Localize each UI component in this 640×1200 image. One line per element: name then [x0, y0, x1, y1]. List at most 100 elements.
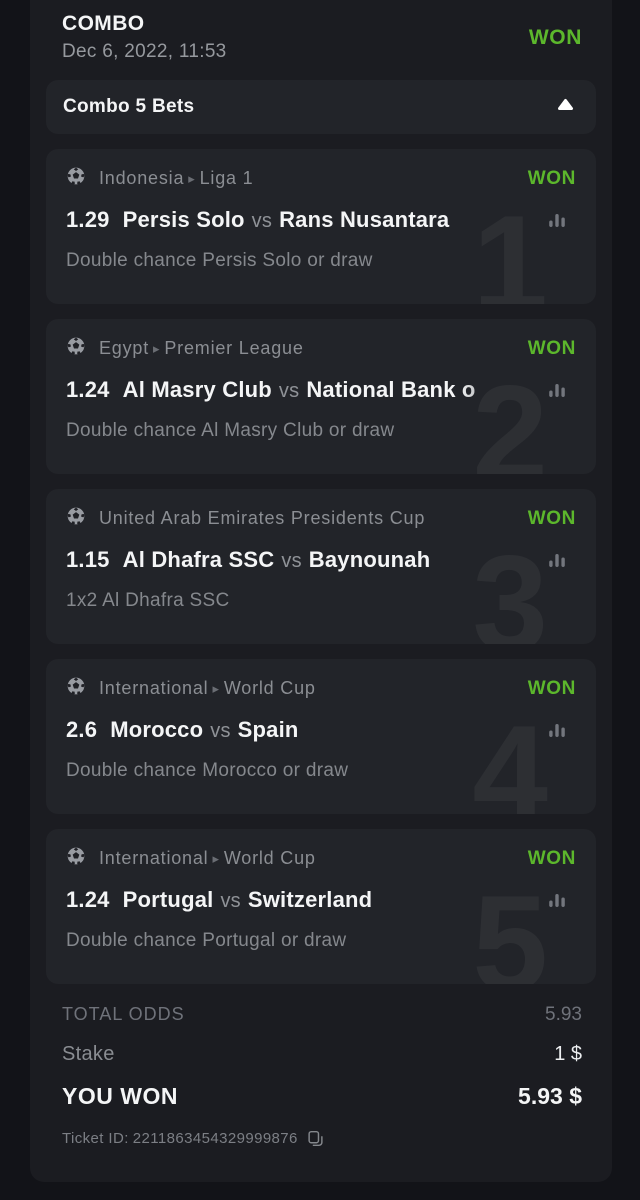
vs-label: vs [251, 210, 273, 232]
vs-label: vs [278, 380, 300, 402]
away-team: Rans Nusantara [279, 207, 450, 232]
league-row: Indonesia ▸ Liga 1 WON [66, 166, 576, 191]
bet-status-badge: WON [527, 677, 576, 699]
match-title: 1.29 Persis Solo vs Rans Nusantara [66, 207, 534, 233]
league-row: International ▸ World Cup WON [66, 846, 576, 871]
match-row: 1.29 Persis Solo vs Rans Nusantara [66, 207, 576, 233]
ticket-status-badge: WON [528, 25, 582, 49]
ticket-type-label: COMBO [62, 12, 145, 35]
league-breadcrumb: United Arab Emirates Presidents Cup [99, 508, 520, 529]
league-label: World Cup [223, 848, 316, 868]
soccer-ball-icon [66, 676, 86, 701]
away-team: Baynounah [308, 547, 431, 572]
ticket-id-value: 2211863454329999876 [132, 1130, 298, 1147]
total-odds-label: TOTAL ODDS [62, 1004, 185, 1024]
away-team: Switzerland [247, 887, 373, 912]
soccer-ball-icon [66, 166, 86, 191]
ticket-header: COMBO Dec 6, 2022, 11:53 WON [30, 0, 612, 63]
match-stats-icon[interactable] [546, 889, 568, 911]
ticket-id-row: Ticket ID: 2211863454329999876 [62, 1130, 582, 1147]
breadcrumb-separator-icon: ▸ [153, 341, 161, 356]
country-label: Egypt [99, 338, 150, 358]
league-row: Egypt ▸ Premier League WON [66, 336, 576, 361]
breadcrumb-separator-icon: ▸ [212, 681, 220, 696]
match-row: 2.6 Morocco vs Spain [66, 717, 576, 743]
bet-status-badge: WON [527, 847, 576, 869]
bet-card[interactable]: 5 International ▸ World Cup WON 1.24 Portug… [46, 829, 596, 984]
bet-status-badge: WON [527, 337, 576, 359]
ticket-date: Dec 6, 2022, 11:53 [62, 41, 227, 62]
breadcrumb-separator-icon: ▸ [212, 851, 220, 866]
league-breadcrumb: Egypt ▸ Premier League [99, 338, 520, 359]
bet-card[interactable]: 3 United Arab Emirates Presidents Cup WO… [46, 489, 596, 644]
match-title: 1.24 Al Masry Club vs National Bank o [66, 377, 534, 403]
home-team: Al Masry Club [122, 377, 272, 402]
ticket-header-left: COMBO Dec 6, 2022, 11:53 [62, 12, 227, 63]
ticket-id-label: Ticket ID: [62, 1130, 129, 1147]
match-stats-icon[interactable] [546, 719, 568, 741]
bet-card[interactable]: 1 Indonesia ▸ Liga 1 WON 1.29 Persis Solo vs… [46, 149, 596, 304]
bet-status-badge: WON [527, 507, 576, 529]
ticket-summary: TOTAL ODDS 5.93 Stake 1 $ YOU WON 5.93 $… [30, 984, 612, 1147]
bet-odds: 1.29 [66, 207, 110, 232]
match-title: 1.15 Al Dhafra SSC vs Baynounah [66, 547, 534, 573]
country-label: International [99, 848, 209, 868]
market-description: Double chance Persis Solo or draw [66, 250, 373, 271]
league-breadcrumb: International ▸ World Cup [99, 848, 520, 869]
match-row: 1.24 Portugal vs Switzerland [66, 887, 576, 913]
country-label: United Arab Emirates Presidents Cup [99, 508, 426, 528]
you-won-value: 5.93 $ [518, 1083, 582, 1109]
breadcrumb-separator-icon: ▸ [188, 171, 196, 186]
soccer-ball-icon [66, 336, 86, 361]
vs-label: vs [210, 720, 231, 742]
bet-odds: 1.24 [66, 887, 110, 912]
match-stats-icon[interactable] [546, 379, 568, 401]
match-row: 1.15 Al Dhafra SSC vs Baynounah [66, 547, 576, 573]
you-won-label: YOU WON [62, 1083, 178, 1109]
away-team: National Bank o [306, 377, 476, 402]
league-row: International ▸ World Cup WON [66, 676, 576, 701]
league-label: Liga 1 [199, 168, 254, 188]
match-title: 1.24 Portugal vs Switzerland [66, 887, 534, 913]
market-description: Double chance Portugal or draw [66, 930, 347, 951]
copy-icon[interactable] [307, 1130, 324, 1147]
combo-bar-label: Combo 5 Bets [63, 96, 195, 117]
bet-odds: 2.6 [66, 717, 98, 742]
stake-label: Stake [62, 1043, 115, 1065]
match-title: 2.6 Morocco vs Spain [66, 717, 534, 743]
you-won-row: YOU WON 5.93 $ [62, 1083, 582, 1110]
match-stats-icon[interactable] [546, 549, 568, 571]
country-label: International [99, 678, 209, 698]
league-breadcrumb: Indonesia ▸ Liga 1 [99, 168, 520, 189]
league-breadcrumb: International ▸ World Cup [99, 678, 520, 699]
bet-odds: 1.24 [66, 377, 110, 402]
combo-collapse-bar[interactable]: Combo 5 Bets [46, 80, 596, 134]
bet-status-badge: WON [527, 167, 576, 189]
match-row: 1.24 Al Masry Club vs National Bank o [66, 377, 576, 403]
match-stats-icon[interactable] [546, 209, 568, 231]
stake-value: 1 $ [554, 1043, 582, 1065]
league-label: Premier League [164, 338, 304, 358]
total-odds-value: 5.93 [545, 1004, 582, 1025]
league-label: World Cup [223, 678, 316, 698]
home-team: Morocco [110, 717, 204, 742]
bet-card[interactable]: 2 Egypt ▸ Premier League WON 1.24 Al Masry … [46, 319, 596, 474]
bet-card[interactable]: 4 International ▸ World Cup WON 2.6 Morocco… [46, 659, 596, 814]
soccer-ball-icon [66, 846, 86, 871]
away-team: Spain [237, 717, 299, 742]
home-team: Al Dhafra SSC [122, 547, 275, 572]
country-label: Indonesia [99, 168, 185, 188]
market-description: Double chance Morocco or draw [66, 760, 349, 781]
chevron-up-icon [557, 98, 574, 116]
bet-odds: 1.15 [66, 547, 110, 572]
bet-ticket-panel: COMBO Dec 6, 2022, 11:53 WON Combo 5 Bet… [30, 0, 612, 1182]
ticket-id-text: Ticket ID: 2211863454329999876 [62, 1130, 298, 1147]
vs-label: vs [220, 890, 241, 912]
market-description: 1x2 Al Dhafra SSC [66, 590, 230, 611]
soccer-ball-icon [66, 506, 86, 531]
league-row: United Arab Emirates Presidents Cup WON [66, 506, 576, 531]
home-team: Portugal [122, 887, 214, 912]
home-team: Persis Solo [122, 207, 245, 232]
stake-row: Stake 1 $ [62, 1043, 582, 1066]
vs-label: vs [281, 550, 302, 572]
